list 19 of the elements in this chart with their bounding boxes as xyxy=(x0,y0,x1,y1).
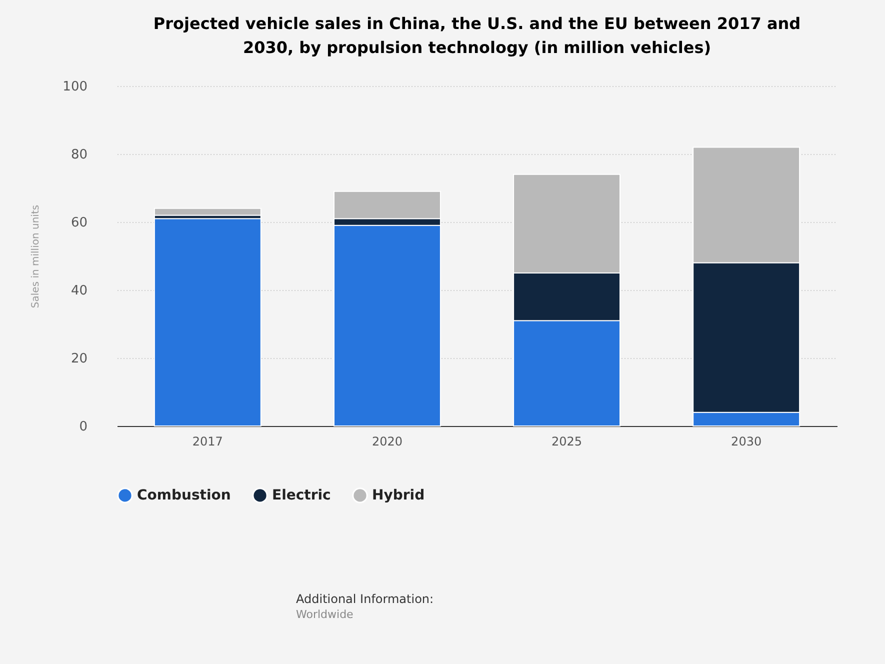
y-tick-label: 20 xyxy=(70,352,88,366)
y-axis-title: Sales in million units xyxy=(30,204,42,308)
y-tick-label: 100 xyxy=(62,80,88,94)
text: Worldwide xyxy=(296,607,354,622)
y-tick-label: 60 xyxy=(70,216,88,230)
x-tick-label: 2030 xyxy=(731,434,762,448)
y-tick-label: 80 xyxy=(70,148,88,162)
chart-title: Projected vehicle sales in China, the U.S. and the EU between 2017 and 2030, by propulsion technology (in million vehicles) xyxy=(153,14,801,57)
legend-label: Hybrid xyxy=(372,487,425,504)
x-tick-label: 2020 xyxy=(372,434,402,448)
y-tick-label: 0 xyxy=(79,420,88,434)
bar xyxy=(154,218,262,426)
legend-label: Combustion xyxy=(137,487,231,504)
x-tick-label: 2025 xyxy=(552,434,582,448)
legend-label: Electric xyxy=(272,487,331,504)
text: Additional Information: xyxy=(296,592,434,607)
bar xyxy=(154,208,262,216)
y-tick-label: 40 xyxy=(70,284,88,298)
x-tick-label: 2017 xyxy=(192,434,223,448)
